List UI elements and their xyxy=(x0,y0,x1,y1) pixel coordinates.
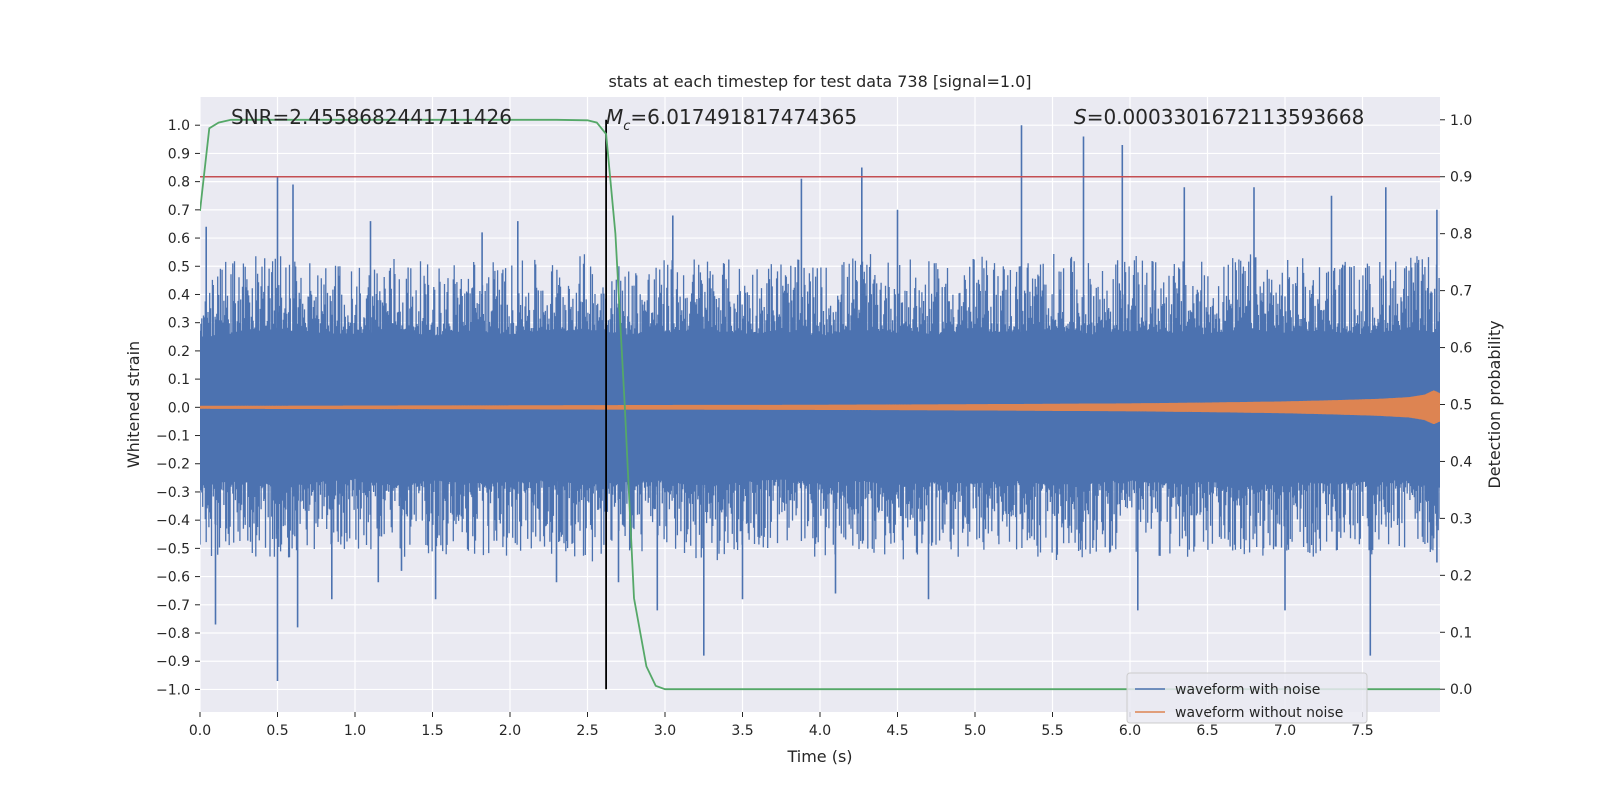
right-tick-label: 0.0 xyxy=(1450,682,1472,698)
right-tick-label: 0.1 xyxy=(1450,625,1472,641)
right-tick-label: 0.9 xyxy=(1450,170,1472,186)
x-tick-label: 5.0 xyxy=(964,723,986,739)
left-tick-label: −0.2 xyxy=(156,457,190,473)
plot-area xyxy=(199,97,1440,712)
x-tick-label: 2.0 xyxy=(499,723,521,739)
right-tick-label: 1.0 xyxy=(1450,113,1472,129)
mc-subscript: c xyxy=(623,119,630,134)
legend-box xyxy=(1126,672,1368,724)
clean-waveform-series xyxy=(200,390,1440,425)
left-tick-label: −0.5 xyxy=(156,541,190,557)
s-value: =0.0003301672113593668 xyxy=(1087,105,1365,129)
left-tick-label: 0.6 xyxy=(168,231,190,247)
right-tick-label: 0.5 xyxy=(1450,398,1472,414)
x-axis-label: Time (s) xyxy=(786,747,852,766)
x-tick-label: 7.0 xyxy=(1274,723,1296,739)
left-tick-label: 0.0 xyxy=(168,400,190,416)
detection-probability-line xyxy=(200,118,1440,691)
left-tick-label: 1.0 xyxy=(168,118,190,134)
x-tick-label: 0.5 xyxy=(266,723,288,739)
x-tick-label: 1.0 xyxy=(344,723,366,739)
series-group xyxy=(200,118,1440,691)
s-annotation: S=0.0003301672113593668 xyxy=(1074,105,1364,129)
right-y-axis: 1.0 0.9 0.8 0.7 0.6 0.5 0.4 0.3 0.2 0.1 0.0 xyxy=(1440,113,1472,698)
left-tick-label: −0.8 xyxy=(156,626,190,642)
left-y-axis: 1.0 0.9 0.8 0.7 0.6 0.5 0.4 0.3 0.2 0.1 0.0 −0.1 −0.… xyxy=(156,118,200,698)
chart-title: stats at each timestep for test data 738… xyxy=(608,72,1031,91)
noisy-waveform-spikes xyxy=(205,125,1438,681)
right-tick-label: 0.8 xyxy=(1450,227,1472,243)
left-tick-label: 0.1 xyxy=(168,372,190,388)
chirp-mass-annotation: Mc=6.017491817474365 xyxy=(606,105,857,134)
left-tick-label: 0.5 xyxy=(168,259,190,275)
left-tick-label: 0.2 xyxy=(168,344,190,360)
left-tick-label: 0.4 xyxy=(168,287,190,303)
snr-annotation: SNR=2.4558682441711426 xyxy=(231,105,512,129)
x-axis: 0.0 0.5 1.0 1.5 2.0 2.5 3.0 3.5 4.0 4.5 5.0 5.5 6.0 6… xyxy=(189,712,1374,739)
left-tick-label: −0.4 xyxy=(156,513,190,529)
y-axis-label: Whitened strain xyxy=(124,341,143,468)
x-tick-label: 2.5 xyxy=(576,723,598,739)
legend: waveform with noise waveform without noi… xyxy=(1126,672,1368,724)
x-tick-label: 3.0 xyxy=(654,723,676,739)
left-tick-label: 0.7 xyxy=(168,203,190,219)
right-tick-label: 0.6 xyxy=(1450,341,1472,357)
x-tick-label: 1.5 xyxy=(421,723,443,739)
left-tick-label: −0.6 xyxy=(156,570,190,586)
left-tick-label: 0.8 xyxy=(168,175,190,191)
x-tick-label: 4.5 xyxy=(886,723,908,739)
right-tick-label: 0.2 xyxy=(1450,568,1472,584)
x-tick-label: 6.5 xyxy=(1196,723,1218,739)
mc-value: =6.017491817474365 xyxy=(630,105,857,129)
left-tick-label: 0.3 xyxy=(168,316,190,332)
x-tick-label: 5.5 xyxy=(1041,723,1063,739)
x-tick-label: 3.5 xyxy=(731,723,753,739)
x-tick-label: 7.5 xyxy=(1351,723,1373,739)
right-tick-label: 0.3 xyxy=(1450,511,1472,527)
right-y-axis-label: Detection probability xyxy=(1485,320,1504,488)
annotations: SNR=2.4558682441711426 Mc=6.017491817474… xyxy=(231,105,1364,134)
legend-label-noisy: waveform with noise xyxy=(1175,682,1320,698)
left-tick-label: 0.9 xyxy=(168,146,190,162)
x-tick-label: 6.0 xyxy=(1119,723,1141,739)
left-tick-label: −1.0 xyxy=(156,682,190,698)
left-tick-label: −0.1 xyxy=(156,429,190,445)
legend-label-clean: waveform without noise xyxy=(1175,705,1343,721)
mc-symbol: M xyxy=(606,105,623,129)
right-tick-label: 0.7 xyxy=(1450,284,1472,300)
left-tick-label: −0.3 xyxy=(156,485,190,501)
x-tick-label: 4.0 xyxy=(809,723,831,739)
right-tick-label: 0.4 xyxy=(1450,454,1472,470)
s-symbol: S xyxy=(1074,105,1087,129)
left-tick-label: −0.9 xyxy=(156,654,190,670)
left-tick-label: −0.7 xyxy=(156,598,190,614)
x-tick-label: 0.0 xyxy=(189,723,211,739)
